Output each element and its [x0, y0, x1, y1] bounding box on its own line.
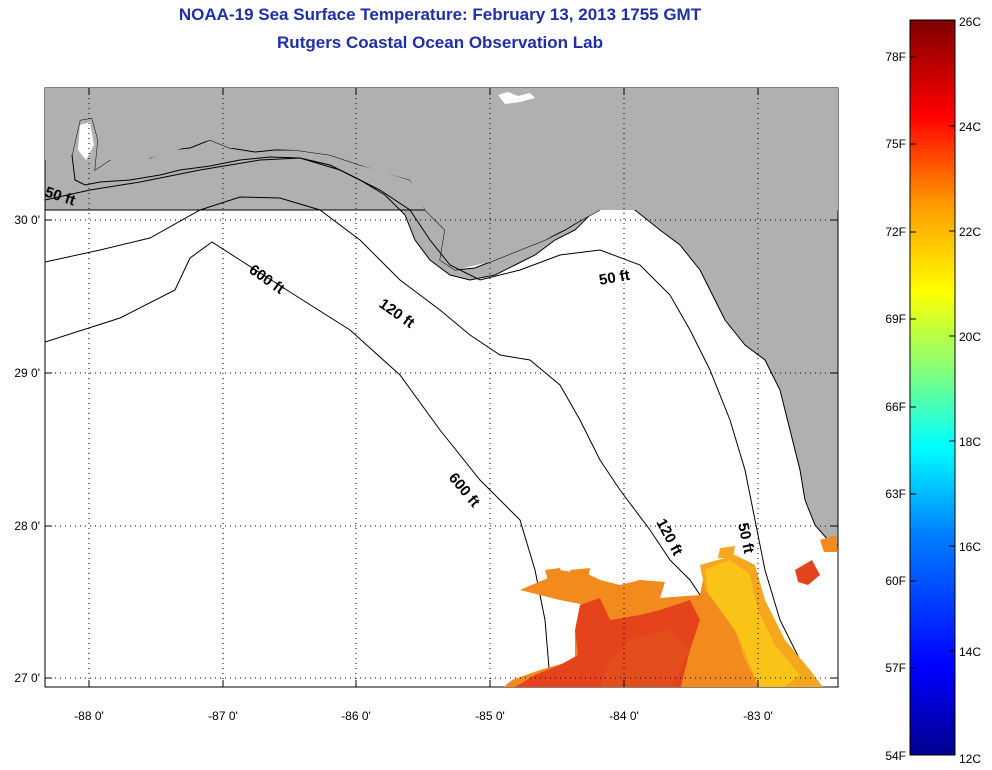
lat-label: 30 0'	[14, 213, 40, 227]
colorbar-ticks	[910, 56, 955, 669]
axis-ticks	[45, 88, 838, 687]
contour-600ft	[45, 241, 551, 681]
graticule	[45, 88, 838, 687]
colorbar-f-label: 75F	[885, 137, 906, 151]
contour-120ft	[45, 196, 745, 687]
colorbar-c-label: 26C	[959, 15, 981, 29]
colorbar-c-label: 14C	[959, 645, 981, 659]
lon-label: -83 0'	[743, 709, 773, 723]
colorbar-f-label: 69F	[885, 312, 906, 326]
lat-label: 27 0'	[14, 671, 40, 685]
lon-label: -88 0'	[74, 709, 104, 723]
colorbar-f-label: 66F	[885, 400, 906, 414]
inland-lake	[498, 92, 535, 104]
sst-data-region	[503, 535, 838, 687]
contour-50ft	[45, 157, 819, 687]
mobile-bay	[78, 122, 94, 160]
lat-label: 29 0'	[14, 366, 40, 380]
lon-label: -86 0'	[341, 709, 371, 723]
colorbar-c-label: 18C	[959, 435, 981, 449]
lon-label: -85 0'	[475, 709, 505, 723]
lon-label: -84 0'	[609, 709, 639, 723]
lat-label: 28 0'	[14, 519, 40, 533]
contour-label: 50 ft	[598, 267, 631, 289]
colorbar-f-label: 60F	[885, 574, 906, 588]
colorbar-f-label: 72F	[885, 225, 906, 239]
colorbar-c-label: 22C	[959, 225, 981, 239]
colorbar-f-label: 57F	[885, 661, 906, 675]
colorbar-c-label: 12C	[959, 752, 981, 766]
colorbar-c-label: 16C	[959, 540, 981, 554]
contour-label: 50 ft	[734, 521, 757, 555]
map-title: NOAA-19 Sea Surface Temperature: Februar…	[178, 5, 702, 24]
colorbar-f-label: 63F	[885, 487, 906, 501]
colorbar	[909, 19, 956, 756]
colorbar-c-label: 24C	[959, 120, 981, 134]
lon-label: -87 0'	[208, 709, 238, 723]
colorbar-f-label: 78F	[885, 50, 906, 64]
map-subtitle: Rutgers Coastal Ocean Observation Lab	[277, 33, 603, 52]
colorbar-f-label: 54F	[885, 749, 906, 763]
colorbar-c-label: 20C	[959, 330, 981, 344]
